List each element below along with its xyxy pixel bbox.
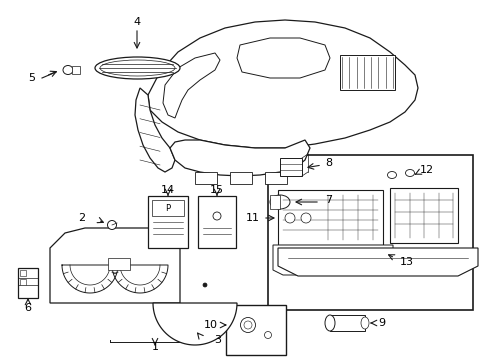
Ellipse shape (269, 195, 289, 209)
Text: 5: 5 (28, 73, 35, 83)
Text: 11: 11 (245, 213, 260, 223)
Text: 3: 3 (214, 335, 221, 345)
Text: 12: 12 (419, 165, 433, 175)
Text: 8: 8 (325, 158, 331, 168)
Polygon shape (148, 20, 417, 148)
Polygon shape (237, 38, 329, 78)
Ellipse shape (203, 283, 206, 287)
Bar (339, 55, 394, 90)
Text: 1: 1 (151, 342, 158, 352)
Ellipse shape (213, 212, 221, 220)
Ellipse shape (405, 170, 414, 176)
Text: 13: 13 (399, 257, 413, 267)
Polygon shape (170, 140, 309, 176)
Polygon shape (50, 228, 180, 303)
Ellipse shape (240, 318, 255, 333)
Bar (280, 158, 302, 176)
Bar (229, 172, 251, 184)
Polygon shape (272, 245, 392, 275)
Ellipse shape (95, 57, 180, 79)
Bar (195, 172, 217, 184)
Ellipse shape (285, 213, 294, 223)
Bar (269, 195, 280, 209)
Text: 2: 2 (78, 213, 85, 223)
Bar (278, 190, 382, 245)
Bar (267, 155, 472, 310)
Ellipse shape (244, 321, 251, 329)
Bar (72, 66, 80, 74)
Bar (225, 305, 285, 355)
Text: 10: 10 (203, 320, 218, 330)
Bar (20, 270, 26, 276)
Text: 14: 14 (161, 185, 175, 195)
Bar (20, 279, 26, 285)
Ellipse shape (63, 66, 73, 75)
Bar (329, 315, 364, 331)
Text: 6: 6 (24, 303, 31, 313)
Bar (18, 268, 38, 298)
Text: 9: 9 (377, 318, 385, 328)
Bar (148, 196, 187, 248)
Polygon shape (278, 248, 477, 276)
Text: P: P (165, 203, 170, 212)
Bar (152, 200, 183, 216)
Bar (108, 258, 130, 270)
Bar (198, 196, 236, 248)
Ellipse shape (301, 213, 310, 223)
Ellipse shape (264, 332, 271, 338)
Text: 4: 4 (133, 17, 140, 27)
Bar (264, 172, 286, 184)
Text: 7: 7 (325, 195, 331, 205)
Text: 15: 15 (209, 185, 224, 195)
Ellipse shape (107, 220, 116, 230)
Polygon shape (153, 303, 237, 345)
Ellipse shape (360, 317, 368, 329)
Ellipse shape (325, 315, 334, 331)
Polygon shape (163, 53, 220, 118)
Bar (389, 188, 457, 243)
Ellipse shape (386, 171, 396, 179)
Ellipse shape (100, 60, 175, 76)
Polygon shape (135, 88, 175, 172)
